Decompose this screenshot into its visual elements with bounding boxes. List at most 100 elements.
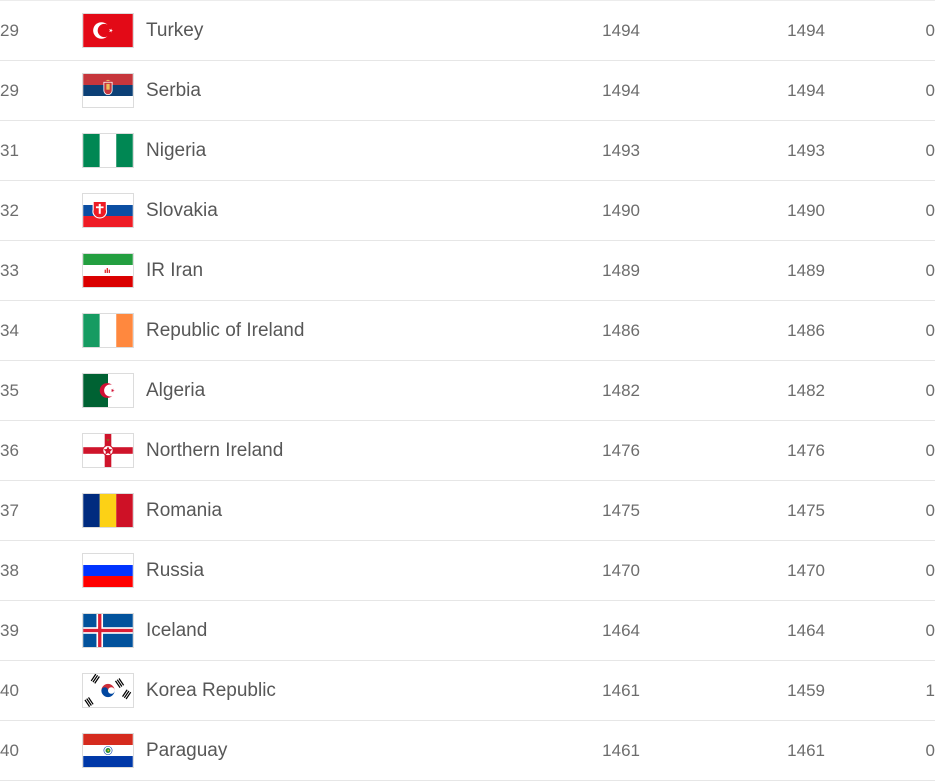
paraguay-flag <box>82 733 134 768</box>
change-value: 0 <box>925 140 935 160</box>
northern-ireland-flag <box>82 433 134 468</box>
previous-points-cell: 1476 <box>640 420 825 481</box>
team-cell[interactable]: Romania <box>82 480 480 541</box>
points-cell: 1461 <box>480 720 640 781</box>
team-name: Turkey <box>146 19 204 41</box>
rank-value: 33 <box>0 260 19 280</box>
iran-flag <box>82 253 134 288</box>
table-row[interactable]: 38 Russia 1470 1470 0 <box>0 540 935 601</box>
points-value: 1476 <box>602 440 640 460</box>
rank-value: 40 <box>0 680 19 700</box>
team-name: Korea Republic <box>146 679 276 701</box>
table-row[interactable]: 35 Algeria 1482 1482 0 <box>0 360 935 421</box>
rank-value: 37 <box>0 500 19 520</box>
table-row[interactable]: 29 Turkey 1494 1494 0 <box>0 0 935 61</box>
points-value: 1482 <box>602 380 640 400</box>
rank-cell: 40 <box>0 720 82 781</box>
table-row[interactable]: 33 IR Iran 1489 1489 0 <box>0 240 935 301</box>
points-value: 1494 <box>602 80 640 100</box>
team-cell[interactable]: Iceland <box>82 600 480 661</box>
previous-points-cell: 1470 <box>640 540 825 601</box>
change-value: 0 <box>925 740 935 760</box>
change-cell: 0 <box>825 600 935 661</box>
previous-points-value: 1490 <box>787 200 825 220</box>
team-name: IR Iran <box>146 259 204 281</box>
change-cell: 0 <box>825 480 935 541</box>
rank-cell: 34 <box>0 300 82 361</box>
change-value: 0 <box>925 200 935 220</box>
rank-cell: 38 <box>0 540 82 601</box>
points-value: 1489 <box>602 260 640 280</box>
team-name: Paraguay <box>146 739 228 761</box>
algeria-flag <box>82 373 134 408</box>
previous-points-cell: 1490 <box>640 180 825 241</box>
change-cell: 0 <box>825 60 935 121</box>
points-cell: 1475 <box>480 480 640 541</box>
team-cell[interactable]: Slovakia <box>82 180 480 241</box>
points-value: 1494 <box>602 20 640 40</box>
points-cell: 1464 <box>480 600 640 661</box>
change-value: 0 <box>925 380 935 400</box>
points-cell: 1493 <box>480 120 640 181</box>
table-row[interactable]: 29 Serbia 1494 1494 0 <box>0 60 935 121</box>
points-cell: 1490 <box>480 180 640 241</box>
team-cell[interactable]: Algeria <box>82 360 480 421</box>
team-name: Romania <box>146 499 223 521</box>
change-value: 0 <box>925 620 935 640</box>
table-row[interactable]: 31 Nigeria 1493 1493 0 <box>0 120 935 181</box>
previous-points-value: 1494 <box>787 20 825 40</box>
team-cell[interactable]: Turkey <box>82 0 480 61</box>
table-row[interactable]: 34 Republic of Ireland 1486 1486 0 <box>0 300 935 361</box>
team-cell[interactable]: IR Iran <box>82 240 480 301</box>
previous-points-value: 1475 <box>787 500 825 520</box>
romania-flag <box>82 493 134 528</box>
rank-cell: 29 <box>0 0 82 61</box>
previous-points-value: 1476 <box>787 440 825 460</box>
points-cell: 1476 <box>480 420 640 481</box>
rank-cell: 29 <box>0 60 82 121</box>
rank-value: 40 <box>0 740 19 760</box>
rank-value: 35 <box>0 380 19 400</box>
previous-points-value: 1486 <box>787 320 825 340</box>
team-cell[interactable]: Northern Ireland <box>82 420 480 481</box>
team-cell[interactable]: Korea Republic <box>82 660 480 721</box>
team-cell[interactable]: Paraguay <box>82 720 480 781</box>
table-row[interactable]: 40 Paraguay 1461 1461 0 <box>0 720 935 781</box>
change-value: 0 <box>925 260 935 280</box>
nigeria-flag <box>82 133 134 168</box>
rank-cell: 31 <box>0 120 82 181</box>
change-cell: 0 <box>825 360 935 421</box>
rank-value: 34 <box>0 320 19 340</box>
previous-points-cell: 1482 <box>640 360 825 421</box>
team-cell[interactable]: Russia <box>82 540 480 601</box>
team-cell[interactable]: Republic of Ireland <box>82 300 480 361</box>
rank-cell: 39 <box>0 600 82 661</box>
previous-points-cell: 1494 <box>640 60 825 121</box>
rank-value: 39 <box>0 620 19 640</box>
team-cell[interactable]: Nigeria <box>82 120 480 181</box>
previous-points-cell: 1489 <box>640 240 825 301</box>
table-row[interactable]: 37 Romania 1475 1475 0 <box>0 480 935 541</box>
table-row[interactable]: 39 Iceland 1464 1464 0 <box>0 600 935 661</box>
rank-value: 29 <box>0 20 19 40</box>
previous-points-cell: 1475 <box>640 480 825 541</box>
points-cell: 1489 <box>480 240 640 301</box>
rank-value: 38 <box>0 560 19 580</box>
table-row[interactable]: 40 <box>0 660 935 721</box>
points-value: 1493 <box>602 140 640 160</box>
change-cell: 0 <box>825 720 935 781</box>
team-name: Algeria <box>146 379 206 401</box>
points-cell: 1494 <box>480 60 640 121</box>
previous-points-cell: 1461 <box>640 720 825 781</box>
points-cell: 1470 <box>480 540 640 601</box>
change-value: 0 <box>925 500 935 520</box>
iceland-flag <box>82 613 134 648</box>
previous-points-value: 1464 <box>787 620 825 640</box>
team-cell[interactable]: Serbia <box>82 60 480 121</box>
table-row[interactable]: 36 Northern Ireland 1476 1476 0 <box>0 420 935 481</box>
table-row[interactable]: 32 Slovakia 1490 1490 0 <box>0 180 935 241</box>
change-cell: 0 <box>825 240 935 301</box>
team-name: Republic of Ireland <box>146 319 305 341</box>
